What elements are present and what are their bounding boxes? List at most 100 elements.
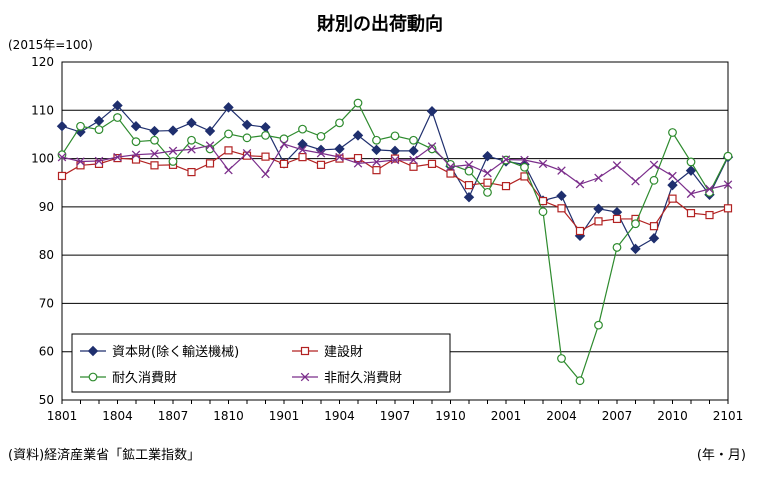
x-tick-label: 1907 bbox=[380, 409, 411, 423]
legend-marker bbox=[88, 372, 98, 382]
x-unit-label: (年・月) bbox=[696, 448, 746, 463]
x-stroke bbox=[113, 152, 122, 162]
data-point bbox=[594, 173, 603, 183]
data-point bbox=[426, 106, 438, 117]
data-point bbox=[316, 131, 326, 141]
x-stroke bbox=[187, 145, 196, 154]
x-stroke bbox=[390, 155, 400, 165]
x-stroke bbox=[372, 157, 381, 167]
data-point bbox=[390, 131, 400, 141]
chart-title: 財別の出荷動向 bbox=[317, 14, 443, 35]
data-point bbox=[334, 143, 345, 155]
data-point bbox=[167, 125, 179, 136]
data-point bbox=[649, 175, 659, 185]
data-point bbox=[353, 159, 363, 168]
data-point bbox=[723, 204, 733, 213]
data-point bbox=[204, 125, 216, 137]
legend-label: 耐久消費財 bbox=[112, 371, 177, 386]
data-point bbox=[76, 161, 85, 170]
data-point bbox=[686, 157, 696, 167]
data-point bbox=[56, 121, 68, 132]
x-stroke bbox=[353, 159, 363, 168]
data-point bbox=[149, 125, 160, 137]
x-tick-label: 2004 bbox=[546, 409, 577, 423]
data-point bbox=[483, 187, 492, 197]
x-stroke bbox=[501, 155, 511, 164]
data-point bbox=[112, 100, 123, 111]
data-point bbox=[241, 119, 253, 130]
data-point bbox=[371, 144, 382, 156]
axis-layer: 50 60 70 80 90 100 110 120 1801 1804 1807 1810 1901 1… bbox=[31, 55, 743, 423]
x-stroke bbox=[168, 146, 178, 156]
data-point bbox=[223, 102, 234, 113]
legend-item: 資本財(除く輸送機械) bbox=[80, 345, 239, 360]
data-point bbox=[224, 146, 233, 155]
data-point bbox=[372, 166, 381, 175]
x-stroke bbox=[464, 160, 474, 170]
data-point bbox=[224, 165, 233, 175]
data-point bbox=[464, 181, 474, 190]
data-point bbox=[501, 181, 511, 191]
data-point bbox=[631, 177, 640, 186]
x-tick-label: 1904 bbox=[324, 409, 355, 423]
x-stroke bbox=[409, 155, 418, 165]
data-point bbox=[390, 154, 400, 163]
data-point bbox=[261, 169, 270, 179]
data-point bbox=[557, 354, 566, 363]
data-point bbox=[446, 162, 455, 172]
x-stroke bbox=[205, 141, 215, 150]
data-point bbox=[224, 129, 233, 139]
data-point bbox=[686, 209, 696, 218]
data-point bbox=[372, 157, 381, 167]
x-stroke bbox=[94, 156, 104, 166]
data-point bbox=[316, 160, 326, 169]
data-point bbox=[298, 145, 307, 155]
data-point bbox=[76, 121, 85, 131]
x-stroke bbox=[131, 150, 141, 159]
data-point bbox=[575, 226, 585, 236]
data-point bbox=[483, 178, 492, 187]
data-point bbox=[335, 152, 344, 162]
data-point bbox=[705, 210, 714, 220]
legend-item: 建設財 bbox=[292, 344, 363, 360]
data-point bbox=[667, 179, 678, 191]
data-point bbox=[538, 196, 548, 206]
legend-item: 非耐久消費財 bbox=[292, 371, 402, 386]
x-stroke bbox=[316, 149, 326, 158]
x-stroke bbox=[76, 157, 85, 166]
legend-label: 建設財 bbox=[324, 344, 363, 360]
data-point bbox=[668, 171, 677, 181]
data-point bbox=[168, 157, 178, 166]
data-point bbox=[315, 144, 327, 156]
y-tick-label: 80 bbox=[39, 248, 54, 262]
data-point bbox=[131, 150, 141, 159]
x-tick-label: 1807 bbox=[158, 409, 189, 423]
y-tick-label: 110 bbox=[31, 103, 54, 117]
data-point bbox=[298, 153, 307, 162]
x-tick-label: 2101 bbox=[713, 409, 744, 423]
data-point bbox=[686, 189, 696, 199]
data-point bbox=[352, 130, 364, 141]
data-point bbox=[649, 222, 659, 231]
x-stroke bbox=[279, 139, 289, 149]
data-point bbox=[390, 155, 400, 165]
x-stroke bbox=[594, 173, 603, 183]
data-point bbox=[593, 203, 604, 214]
data-point bbox=[446, 169, 455, 178]
data-point bbox=[501, 155, 511, 164]
series-4 bbox=[57, 139, 733, 199]
data-point bbox=[668, 128, 677, 137]
data-point bbox=[242, 149, 252, 158]
data-point bbox=[575, 179, 585, 189]
data-point bbox=[113, 113, 122, 122]
data-point bbox=[520, 162, 529, 172]
data-point bbox=[575, 376, 585, 386]
data-point bbox=[557, 166, 566, 175]
data-point bbox=[723, 180, 733, 189]
series-layer bbox=[56, 98, 734, 386]
legend-item: 耐久消費財 bbox=[80, 371, 177, 386]
data-point bbox=[187, 145, 196, 154]
data-point bbox=[648, 233, 660, 244]
y-tick-label: 100 bbox=[31, 152, 54, 166]
